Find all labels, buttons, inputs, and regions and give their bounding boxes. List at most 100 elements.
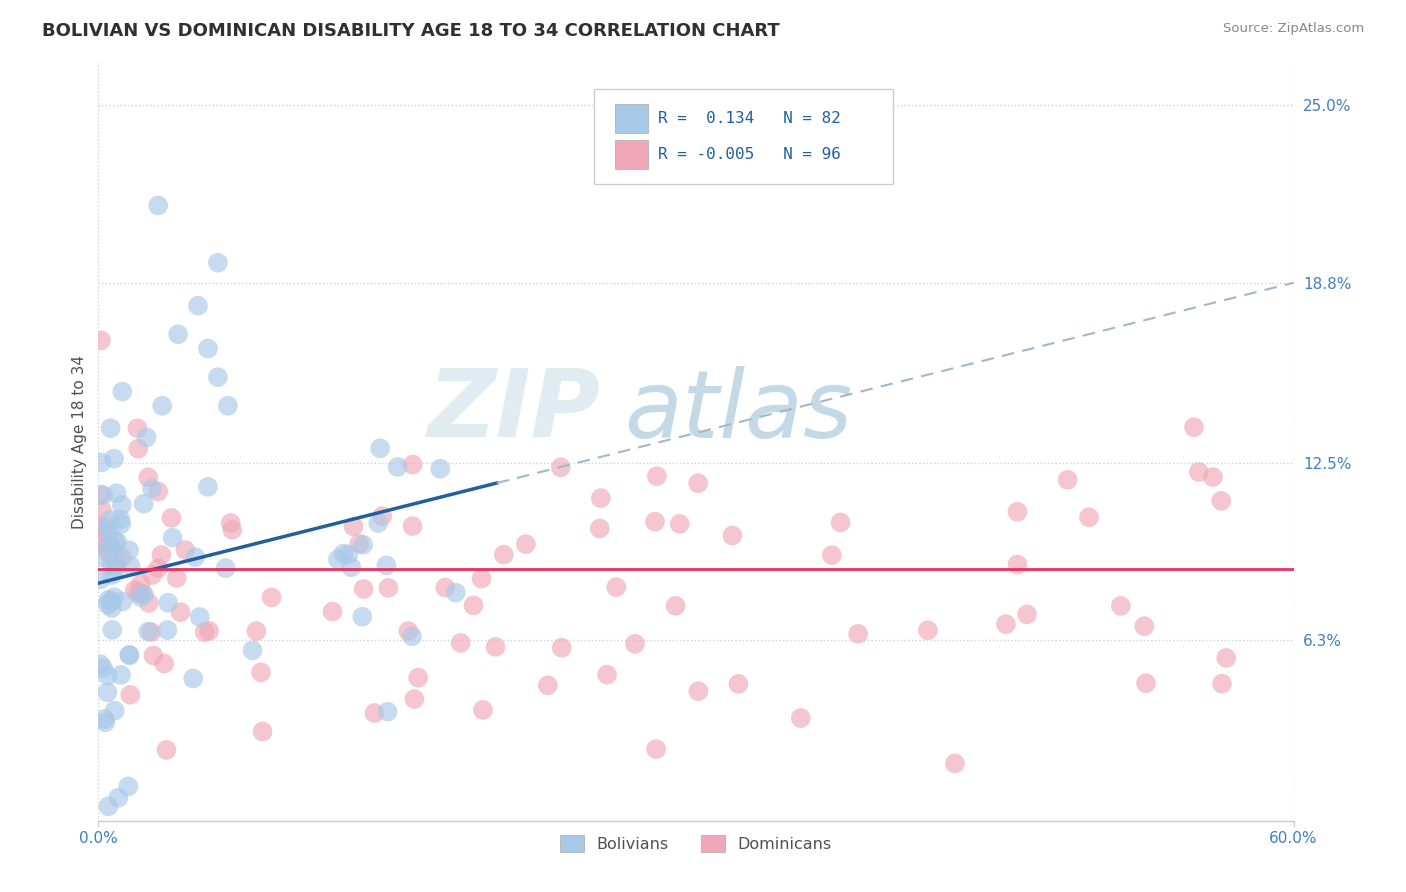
Point <box>644 515 666 529</box>
Point <box>148 484 170 499</box>
Point <box>207 370 229 384</box>
Point <box>1202 470 1225 484</box>
Point <box>141 568 163 582</box>
Point <box>94 715 117 730</box>
Point <box>103 590 125 604</box>
Text: R =  0.134   N = 82: R = 0.134 N = 82 <box>658 111 841 126</box>
Point <box>160 511 183 525</box>
Point <box>377 705 399 719</box>
Point <box>141 625 163 640</box>
Point <box>124 583 146 598</box>
Y-axis label: Disability Age 18 to 34: Disability Age 18 to 34 <box>72 354 87 529</box>
Point <box>214 561 236 575</box>
Point <box>401 519 423 533</box>
Point <box>1078 510 1101 524</box>
Point <box>97 593 120 607</box>
FancyBboxPatch shape <box>595 89 893 184</box>
Point <box>664 599 686 613</box>
Point <box>396 624 419 639</box>
Point <box>94 541 117 556</box>
Point <box>790 711 813 725</box>
Point <box>194 625 217 640</box>
Point <box>93 712 115 726</box>
Point <box>353 582 375 596</box>
Point <box>97 598 120 612</box>
Point <box>188 610 211 624</box>
Point <box>352 538 374 552</box>
Point <box>1056 473 1078 487</box>
Point <box>821 548 844 562</box>
Point <box>589 491 612 505</box>
Point <box>375 558 398 573</box>
Point <box>135 430 157 444</box>
Point <box>127 442 149 456</box>
Point <box>162 531 184 545</box>
Point <box>1188 465 1211 479</box>
Point <box>463 599 485 613</box>
Point <box>132 497 155 511</box>
Point <box>363 706 385 720</box>
Point <box>337 547 360 561</box>
Point <box>100 594 122 608</box>
Point <box>101 568 124 582</box>
Point <box>387 460 409 475</box>
Point <box>91 488 114 502</box>
Point <box>167 327 190 342</box>
Point <box>484 640 506 654</box>
Point <box>429 462 451 476</box>
Text: Source: ZipAtlas.com: Source: ZipAtlas.com <box>1223 22 1364 36</box>
Point <box>515 537 537 551</box>
Point <box>90 572 112 586</box>
Point <box>1135 676 1157 690</box>
Point <box>250 665 273 680</box>
Point <box>104 562 127 576</box>
Point <box>100 601 122 615</box>
Point <box>141 482 163 496</box>
Point <box>136 624 159 639</box>
Point <box>917 624 939 638</box>
Point <box>104 534 127 549</box>
Point <box>90 455 112 469</box>
Point <box>187 299 209 313</box>
Point <box>131 586 153 600</box>
Point <box>450 636 472 650</box>
Point <box>117 780 139 794</box>
Legend: Bolivians, Dominicans: Bolivians, Dominicans <box>554 829 838 858</box>
Point <box>342 519 364 533</box>
Point <box>105 486 128 500</box>
Point <box>90 503 112 517</box>
Point <box>371 509 394 524</box>
Point <box>142 648 165 663</box>
Point <box>444 585 467 599</box>
Point <box>148 198 170 212</box>
Point <box>129 590 152 604</box>
Text: BOLIVIAN VS DOMINICAN DISABILITY AGE 18 TO 34 CORRELATION CHART: BOLIVIAN VS DOMINICAN DISABILITY AGE 18 … <box>42 22 780 40</box>
Point <box>1007 558 1029 572</box>
Point <box>352 609 374 624</box>
Point <box>340 560 363 574</box>
Point <box>153 657 176 671</box>
Point <box>1182 420 1205 434</box>
Point <box>551 640 574 655</box>
Point <box>98 547 121 561</box>
Point <box>107 790 129 805</box>
Point <box>645 469 668 483</box>
Point <box>100 540 122 554</box>
Point <box>136 470 159 484</box>
Point <box>404 692 426 706</box>
Point <box>181 672 204 686</box>
Point <box>148 561 170 575</box>
Point <box>207 256 229 270</box>
Point <box>217 399 239 413</box>
Point <box>1015 607 1038 622</box>
Text: atlas: atlas <box>624 366 852 457</box>
Point <box>110 512 132 526</box>
Point <box>96 685 118 699</box>
Point <box>89 488 111 502</box>
Point <box>550 460 572 475</box>
Point <box>367 516 389 530</box>
Point <box>118 648 141 662</box>
Point <box>688 476 710 491</box>
Point <box>252 724 274 739</box>
Point <box>721 528 744 542</box>
